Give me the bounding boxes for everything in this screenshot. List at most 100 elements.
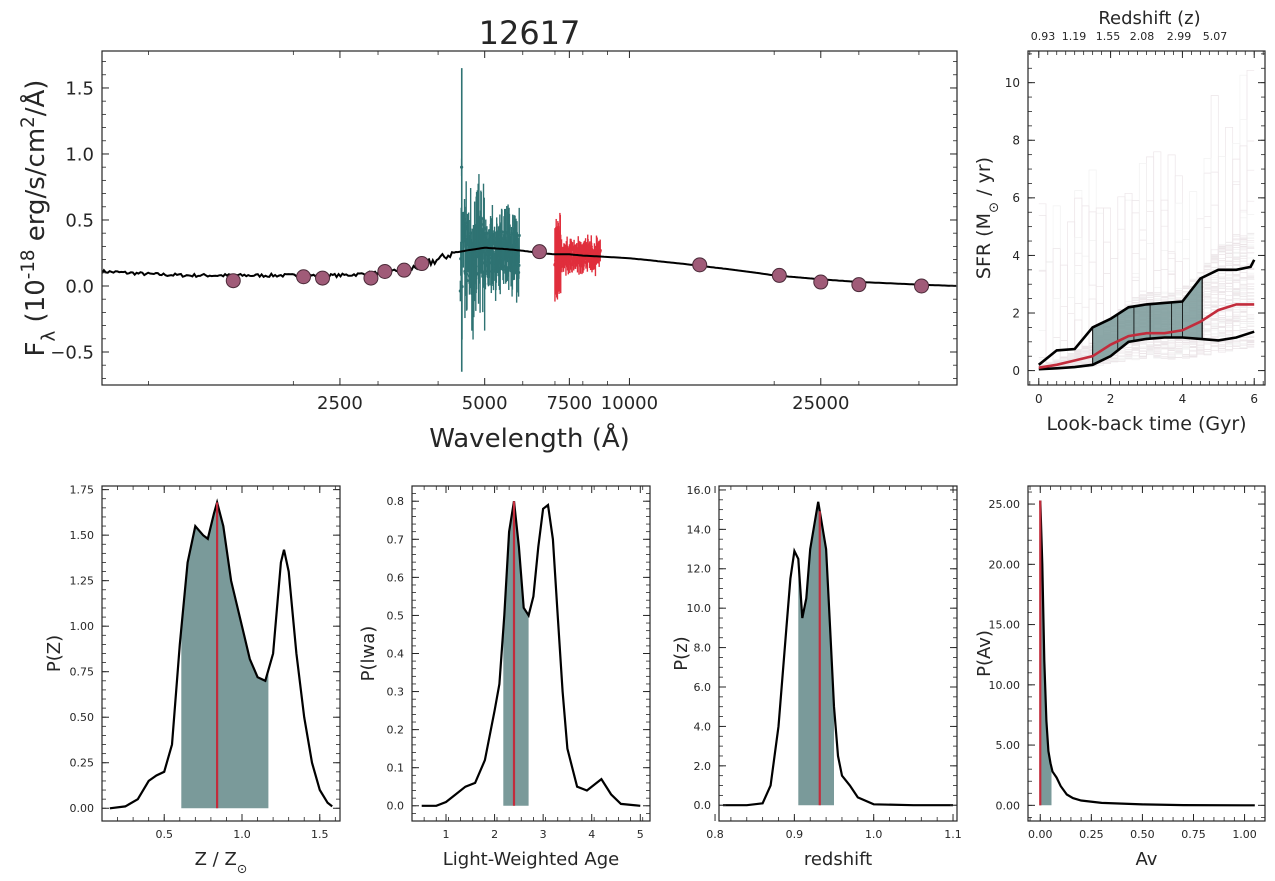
y-tick-label: 0.3	[387, 686, 405, 699]
x-tick-label: 0.8	[706, 828, 724, 841]
sfh-draw-line	[1038, 229, 1255, 369]
credible-interval-shade	[798, 502, 834, 806]
x-tick-label: 5	[637, 828, 644, 841]
x-axis-label: Light-Weighted Age	[443, 849, 619, 870]
x-tick-label: 5000	[462, 393, 508, 414]
x-axis-label: redshift	[804, 849, 872, 870]
sfh-credible-shade	[1092, 276, 1203, 366]
sfh-draw-line	[1038, 246, 1255, 369]
y-tick-label: 25.00	[989, 498, 1021, 511]
panel-pz_age: 1 2 3 4 5 0.0 0.1 0.2 0.3 0.4 0.5 0.6 0.7 0.8 Light-We…	[358, 485, 651, 870]
sfh-draw-line	[1038, 252, 1255, 369]
credible-interval-shade	[1040, 500, 1052, 806]
sfh-draw-line	[1038, 183, 1255, 368]
x-tick-label: 4	[588, 828, 595, 841]
panel-pz_av: 0.00 0.25 0.50 0.75 1.00 0.00 5.00 10.00 15.00 20…	[974, 485, 1266, 870]
photometry-point	[396, 262, 412, 278]
y-tick-label: 8.0	[694, 642, 712, 655]
y-tick-label: 10.0	[687, 602, 712, 615]
x-tick-label: 1.1	[944, 828, 962, 841]
x-tick-label: 0.25	[1079, 828, 1104, 841]
y-tick-label: 16.0	[687, 484, 712, 497]
top-redshift-tick-label: 1.55	[1096, 30, 1121, 43]
sfh-draw-line	[1038, 151, 1255, 368]
y-tick-label: −0.5	[50, 342, 94, 363]
photometry-point	[225, 273, 241, 289]
y-tick-label: 0.7	[387, 533, 405, 546]
photometry-point	[914, 278, 930, 294]
sfh-draw-line	[1038, 235, 1255, 367]
top-redshift-tick-label: 1.19	[1062, 30, 1087, 43]
x-tick-label: 4	[1179, 392, 1187, 406]
sfh-draw-line	[1038, 245, 1255, 369]
chart-title: 12617	[479, 14, 581, 52]
sfh-draw-line	[1038, 248, 1255, 369]
grism-blue-point	[482, 226, 486, 231]
sfh-draw-line	[1038, 248, 1255, 370]
y-tick-label: 0.1	[387, 762, 405, 775]
panel-pz_metal: 0.5 1.0 1.5 0.00 0.25 0.50 0.75 1.00 1.25 1.50 1.7…	[44, 484, 341, 876]
y-tick-label: 0	[1012, 364, 1020, 378]
sfh-draw-line	[1038, 200, 1255, 370]
axes-frame	[718, 485, 958, 822]
x-axis-label: Av	[1136, 849, 1158, 870]
y-tick-label: 14.0	[687, 523, 712, 536]
y-axis-label: P(Av)	[974, 630, 995, 677]
sfh-plot-area	[1037, 69, 1256, 371]
sfh-draw-line	[1038, 241, 1255, 370]
y-tick-label: 1.5	[65, 78, 94, 99]
photometry-point	[363, 270, 379, 286]
grism-blue-point	[465, 279, 469, 283]
x-tick-label: 1.0	[233, 828, 251, 841]
top-redshift-tick-label: 2.99	[1167, 30, 1192, 43]
y-tick-label: 0.8	[387, 495, 405, 508]
model-spectrum-line	[102, 246, 956, 287]
y-tick-label: 0.50	[70, 711, 95, 724]
top-redshift-tick-label: 5.07	[1203, 30, 1228, 43]
posterior-curve	[421, 501, 641, 807]
x-tick-label: 3	[540, 828, 547, 841]
sfh-draw-line	[1038, 234, 1255, 367]
x-tick-label: 0.00	[1028, 828, 1053, 841]
y-tick-label: 6	[1012, 191, 1020, 205]
grism-red-spectrum	[553, 212, 602, 302]
x-tick-label: 2500	[317, 393, 363, 414]
x-tick-label: 2	[491, 828, 498, 841]
credible-interval-shade	[503, 502, 529, 806]
sfh-draw-line	[1038, 190, 1255, 369]
y-tick-label: 0.00	[996, 799, 1021, 812]
sfh-draw-line	[1038, 242, 1255, 368]
y-tick-label: 10	[1005, 76, 1020, 90]
x-tick-label: 1.0	[865, 828, 883, 841]
y-tick-label: 10.00	[989, 679, 1021, 692]
sfh-draw-line	[1038, 162, 1255, 369]
sfh-draw-line	[1038, 157, 1255, 370]
y-tick-label: 20.00	[989, 558, 1021, 571]
grism-blue-point	[481, 261, 485, 265]
photometry-point	[692, 257, 708, 273]
x-tick-label: 1.5	[311, 828, 329, 841]
panel-sfh: 0 2 4 6 0 2 4 6 8 10 Look-back time (Gyr) SFR (M⊙ /…	[973, 8, 1266, 435]
posterior-curve	[109, 498, 333, 810]
photometry-point	[813, 274, 829, 290]
x-tick-label: 2	[1107, 392, 1115, 406]
x-tick-label: 7500	[546, 393, 592, 414]
y-tick-label: 5.00	[996, 739, 1021, 752]
y-tick-label: 0.6	[387, 571, 405, 584]
x-tick-label: 0.9	[786, 828, 804, 841]
photometry-point	[771, 267, 787, 283]
y-axis-label: P(z)	[671, 636, 692, 670]
photometry-point	[851, 277, 867, 293]
sfh-draw-line	[1038, 169, 1255, 371]
photometry-point	[315, 270, 331, 286]
panel-pz_redshift: 0.8 0.9 1.0 1.1 0.0 2.0 4.0 6.0 8.0 10.0 12.0 14.0 1…	[671, 484, 962, 870]
grism-blue-spectrum	[458, 68, 521, 372]
y-tick-label: 4	[1012, 249, 1020, 263]
x-tick-label: 0.50	[1130, 828, 1155, 841]
x-axis-label: Z / Z⊙	[195, 849, 248, 876]
axes-frame	[101, 50, 958, 386]
y-axis-label: P(Z)	[44, 635, 65, 672]
axes-frame	[411, 485, 651, 822]
x-tick-label: 6	[1250, 392, 1258, 406]
grism-red-point	[598, 248, 602, 253]
